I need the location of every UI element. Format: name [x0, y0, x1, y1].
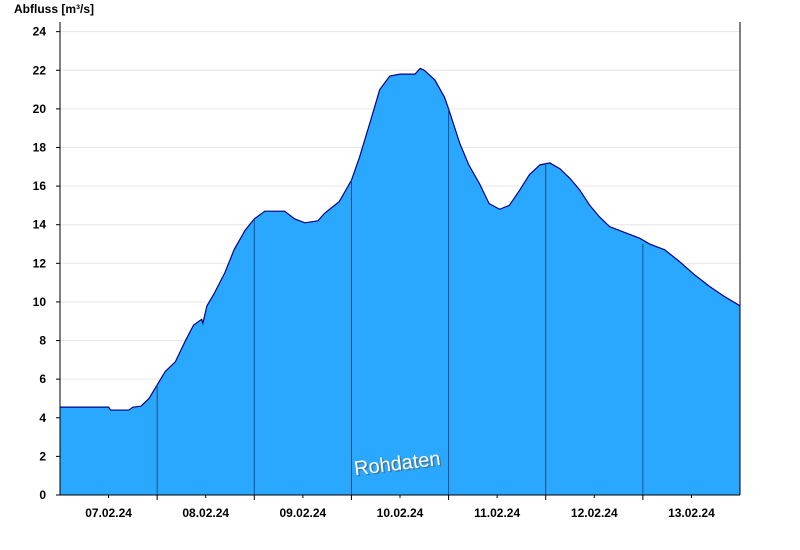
x-tick-label: 08.02.24 [182, 506, 229, 520]
x-tick-label: 07.02.24 [85, 506, 132, 520]
x-tick-label: 10.02.24 [377, 506, 424, 520]
y-tick-label: 14 [33, 218, 47, 232]
area [60, 68, 740, 496]
x-tick-label: 12.02.24 [571, 506, 618, 520]
x-tick-label: 09.02.24 [279, 506, 326, 520]
x-tick-label: 11.02.24 [474, 506, 520, 520]
y-tick-label: 4 [39, 411, 46, 425]
y-tick-label: 12 [33, 256, 47, 270]
y-tick-label: 6 [39, 372, 46, 386]
line [60, 67, 741, 411]
y-tick-label: 24 [33, 25, 47, 39]
y-tick-label: 10 [33, 295, 47, 309]
y-tick-label: 2 [39, 449, 46, 463]
y-tick-label: 8 [39, 334, 46, 348]
y-axis-label: Abfluss [m³/s] [14, 2, 94, 16]
y-tick-label: 18 [33, 140, 47, 154]
y-tick-label: 20 [33, 102, 47, 116]
x-tick-label: 13.02.24 [668, 506, 715, 520]
y-tick-label: 0 [39, 488, 46, 502]
y-tick-label: 22 [33, 63, 47, 77]
y-tick-label: 16 [33, 179, 47, 193]
